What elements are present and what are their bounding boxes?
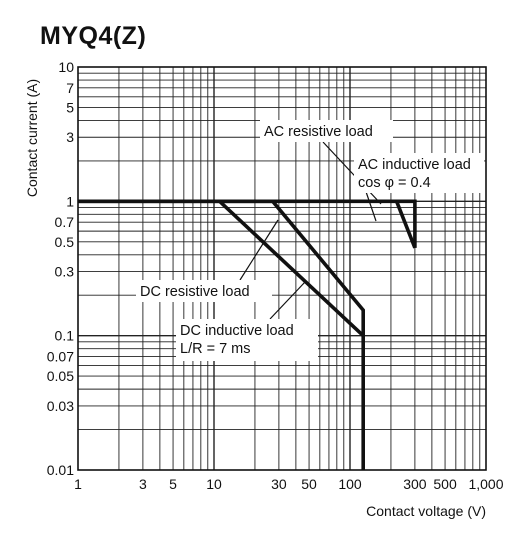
x-tick-label: 1,000 [468,476,503,492]
y-tick-label: 0.7 [55,214,75,230]
x-tick-label: 300 [403,476,427,492]
annotation-label: DC resistive load [140,284,250,300]
series-line-4 [218,199,365,338]
y-tick-label: 0.3 [55,264,75,280]
annotation-layer: AC resistive load AC inductive load cos φ … [136,120,484,361]
annotation-box [136,280,272,302]
annotation-box [176,319,318,361]
x-tick-label: 1 [74,476,82,492]
annotation-label: DC inductive load [180,323,294,339]
annotation-label: AC inductive load [358,157,471,173]
annotation-leader [269,281,306,320]
annotation-label: AC resistive load [264,124,373,140]
y-tick-label: 10 [58,59,74,75]
series-line-2 [394,200,417,249]
y-tick-label: 7 [66,80,74,96]
y-tick-label: 0.05 [47,368,74,384]
y-tick-label: 0.5 [55,234,75,250]
x-tick-label: 100 [338,476,362,492]
x-tick-label: 10 [206,476,222,492]
annotation-label: cos φ = 0.4 [358,175,431,191]
y-tick-label: 0.07 [47,348,74,364]
y-tick-label: 5 [66,99,74,115]
x-tick-label: 3 [139,476,147,492]
y-tick-label: 1 [66,193,74,209]
y-tick-label: 0.01 [47,462,74,478]
series-layer [78,199,417,470]
x-tick-label: 30 [271,476,287,492]
annotation-leader [322,141,382,205]
x-axis-title: Contact voltage (V) [366,503,486,519]
annotation-box [260,120,393,142]
x-tick-label: 500 [433,476,457,492]
series-line-3 [78,199,366,470]
annotation-leader [239,219,279,281]
plot-frame [77,66,487,471]
tick-layer: 1 3 5 10 30 50 100 300 500 1,000 10 7 5 3 1 0.7 0.5 0.3 0.… [47,59,504,492]
annotation-box [354,153,484,193]
x-tick-label: 50 [301,476,317,492]
annotation-label: L/R = 7 ms [180,341,251,357]
x-tick-label: 5 [169,476,177,492]
y-tick-label: 0.03 [47,398,74,414]
y-axis-title: Contact current (A) [24,79,40,197]
y-tick-label: 0.1 [55,328,75,344]
y-tick-label: 3 [66,129,74,145]
chart-title: MYQ4(Z) [40,22,147,50]
